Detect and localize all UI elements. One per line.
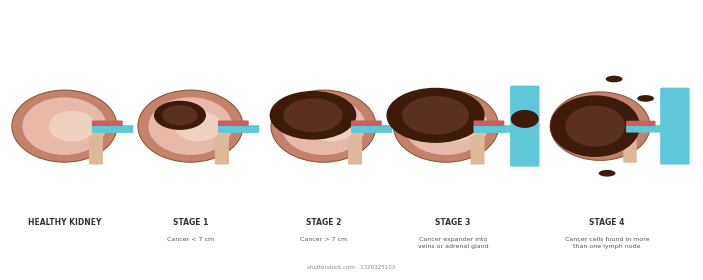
FancyBboxPatch shape: [92, 125, 133, 133]
Ellipse shape: [430, 111, 477, 141]
Text: shutterstock.com · 1326325103: shutterstock.com · 1326325103: [307, 265, 396, 270]
Text: Cancer cells found in more
than one lymph node: Cancer cells found in more than one lymp…: [565, 237, 650, 249]
Ellipse shape: [270, 91, 356, 140]
Circle shape: [606, 76, 622, 82]
Ellipse shape: [283, 98, 342, 132]
Ellipse shape: [148, 97, 233, 155]
FancyBboxPatch shape: [470, 135, 484, 165]
FancyBboxPatch shape: [660, 88, 690, 165]
Ellipse shape: [511, 110, 538, 128]
Ellipse shape: [271, 90, 376, 162]
Ellipse shape: [174, 111, 222, 141]
Ellipse shape: [154, 101, 206, 130]
Ellipse shape: [404, 97, 488, 155]
Ellipse shape: [22, 97, 106, 155]
FancyBboxPatch shape: [351, 125, 392, 133]
Ellipse shape: [565, 106, 625, 147]
Ellipse shape: [402, 96, 469, 135]
FancyBboxPatch shape: [92, 120, 123, 126]
Ellipse shape: [281, 97, 366, 155]
FancyBboxPatch shape: [218, 125, 259, 133]
Circle shape: [637, 95, 654, 102]
FancyBboxPatch shape: [510, 86, 539, 167]
Circle shape: [599, 170, 616, 177]
FancyBboxPatch shape: [474, 120, 504, 126]
Ellipse shape: [308, 111, 355, 141]
FancyBboxPatch shape: [626, 121, 655, 126]
Ellipse shape: [49, 111, 96, 141]
FancyBboxPatch shape: [474, 125, 515, 133]
Ellipse shape: [550, 95, 640, 157]
Ellipse shape: [12, 90, 117, 162]
Text: STAGE 1: STAGE 1: [173, 218, 208, 227]
Text: STAGE 4: STAGE 4: [589, 218, 625, 227]
Text: Cancer > 7 cm: Cancer > 7 cm: [300, 237, 347, 242]
Ellipse shape: [162, 105, 198, 125]
Ellipse shape: [550, 92, 650, 160]
Ellipse shape: [138, 90, 243, 162]
Text: STAGE 2: STAGE 2: [306, 218, 341, 227]
Ellipse shape: [387, 88, 484, 143]
FancyBboxPatch shape: [351, 120, 382, 126]
Ellipse shape: [585, 112, 630, 141]
FancyBboxPatch shape: [624, 134, 637, 163]
FancyBboxPatch shape: [348, 135, 362, 165]
Text: Cancer < 7 cm: Cancer < 7 cm: [167, 237, 214, 242]
Text: Cancer expander into
veins or adrenal gland: Cancer expander into veins or adrenal gl…: [418, 237, 489, 249]
FancyBboxPatch shape: [89, 135, 103, 165]
Text: STAGE 3: STAGE 3: [435, 218, 471, 227]
Ellipse shape: [394, 90, 498, 162]
FancyBboxPatch shape: [626, 125, 666, 133]
FancyBboxPatch shape: [218, 120, 249, 126]
Text: HEALTHY KIDNEY: HEALTHY KIDNEY: [27, 218, 101, 227]
FancyBboxPatch shape: [215, 135, 229, 165]
Ellipse shape: [560, 99, 640, 153]
